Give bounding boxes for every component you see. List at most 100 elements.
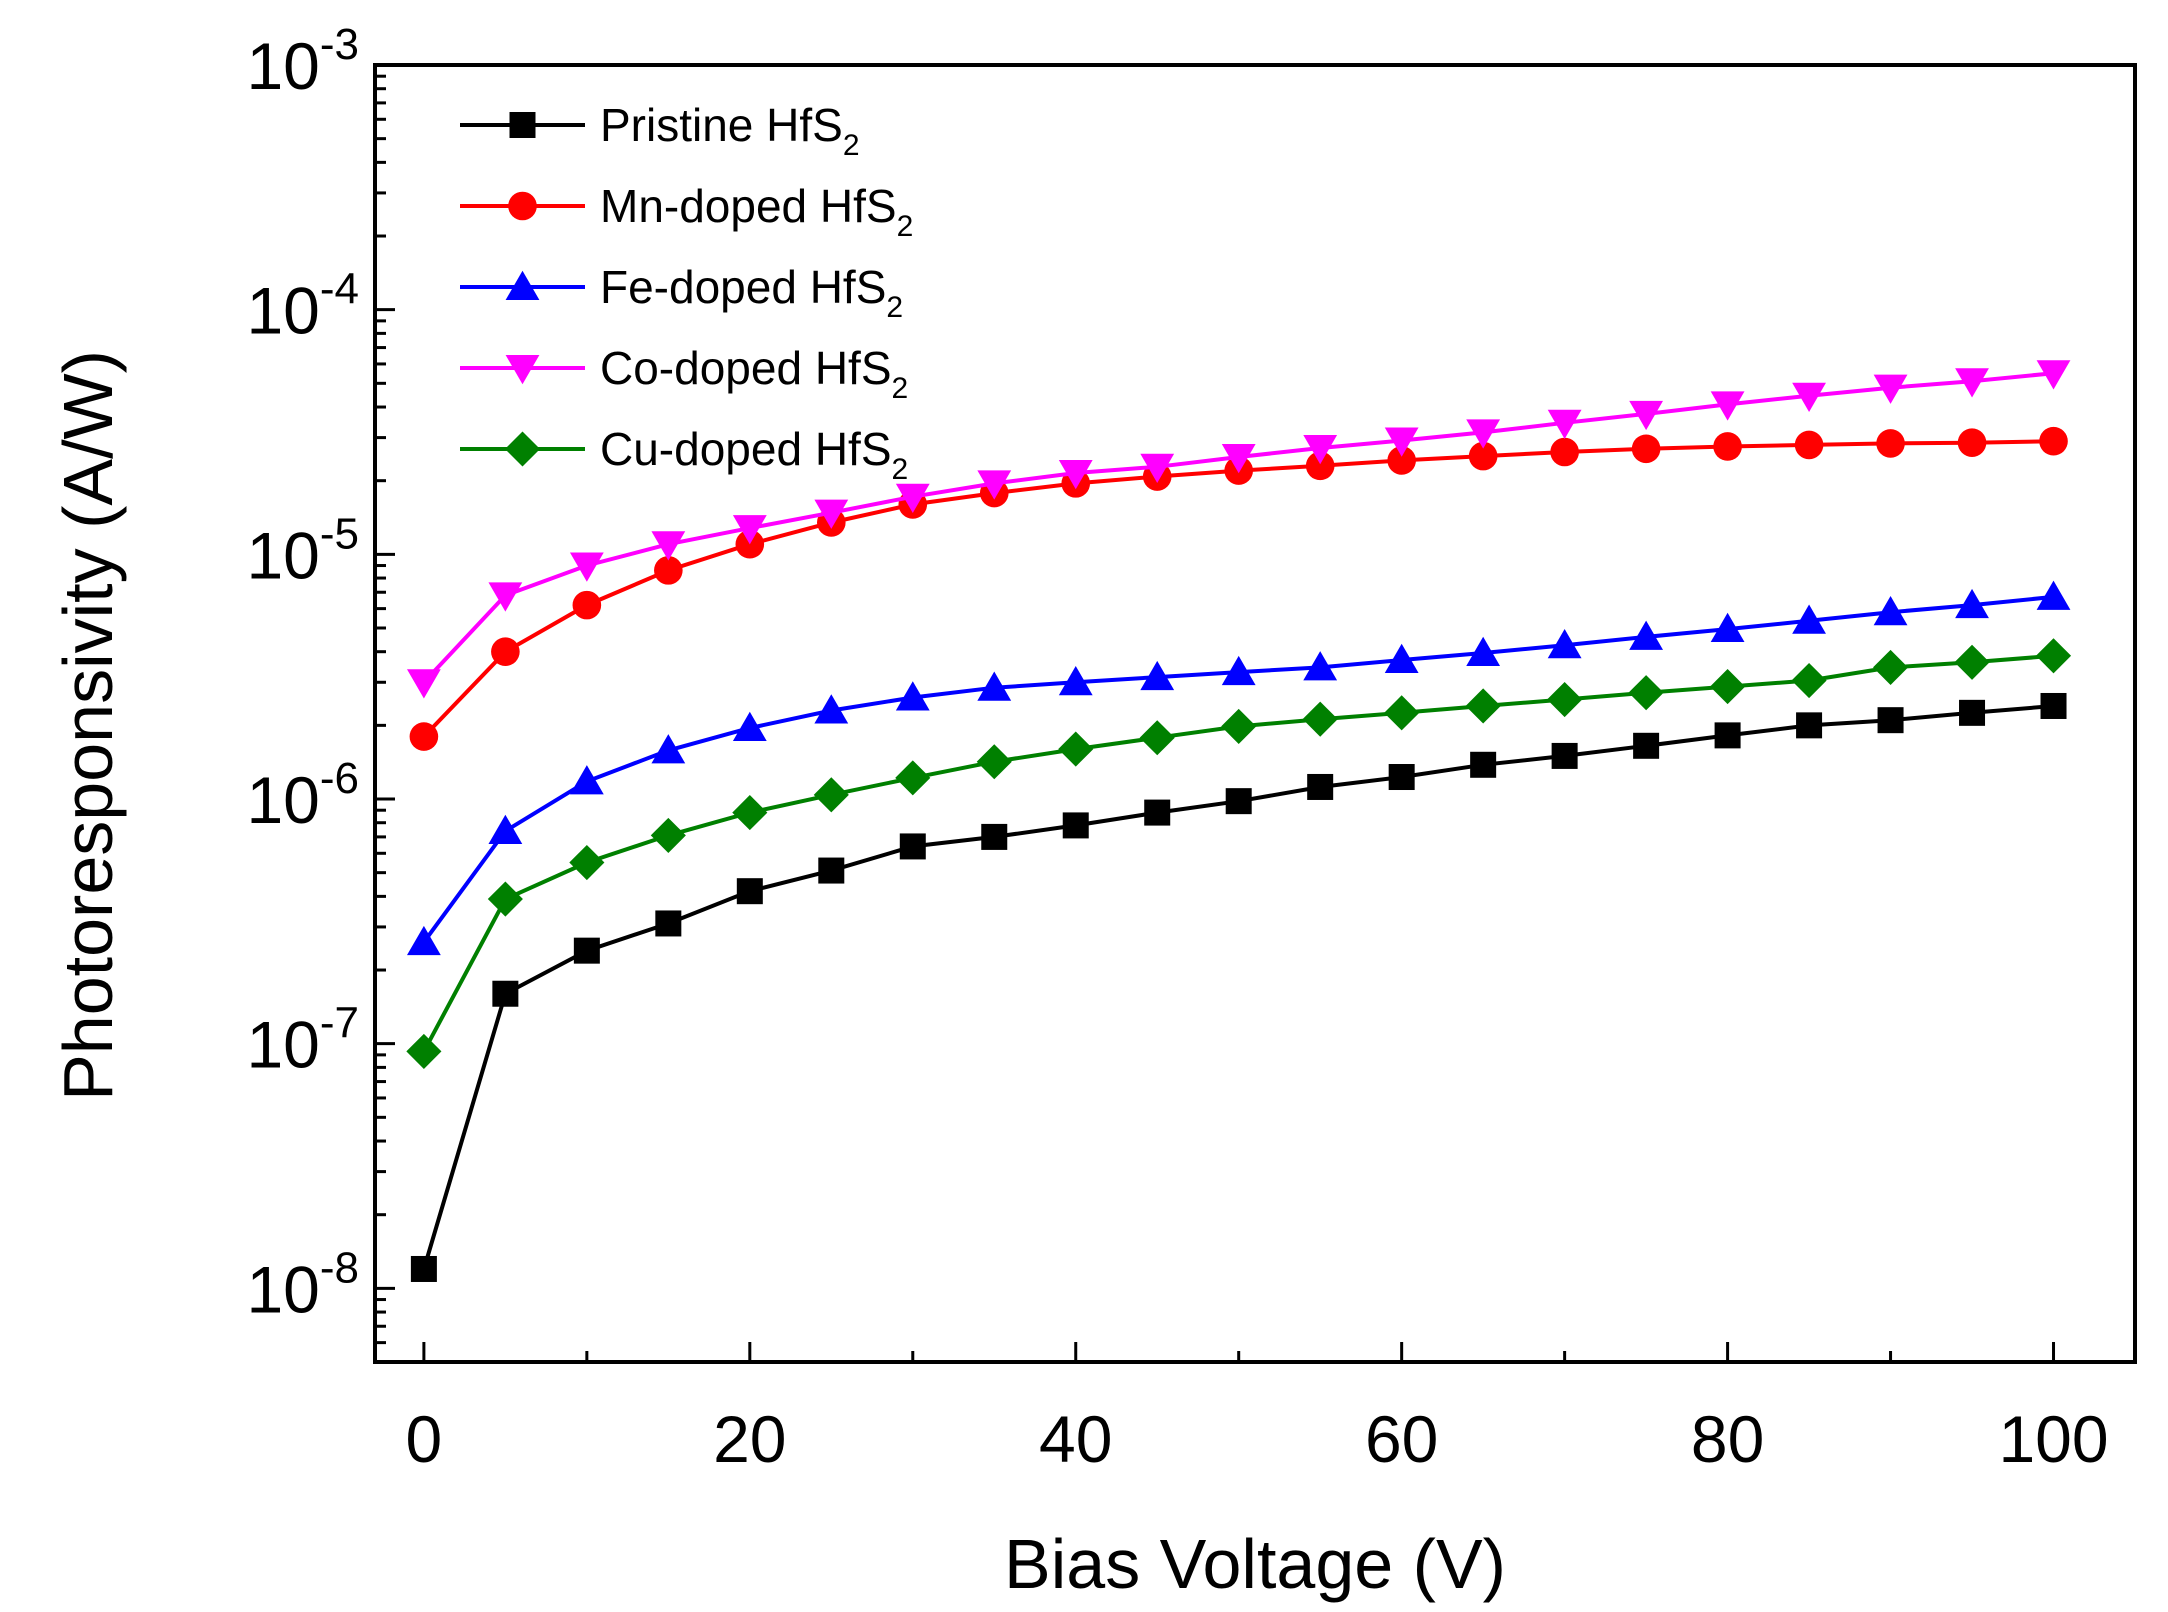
legend-label: Fe-doped HfS2	[600, 261, 903, 324]
data-point	[1629, 620, 1664, 650]
data-point	[1468, 441, 1498, 471]
data-point	[651, 531, 686, 561]
data-point	[1792, 604, 1826, 634]
data-point	[813, 777, 849, 813]
data-point	[488, 814, 523, 845]
data-point	[1466, 419, 1501, 449]
data-point	[814, 499, 849, 529]
data-point	[1873, 374, 1908, 404]
legend-marker	[508, 191, 537, 221]
data-point	[732, 795, 768, 831]
data-point	[406, 925, 441, 956]
data-point	[981, 823, 1008, 850]
data-point	[651, 734, 686, 764]
data-point	[1384, 643, 1419, 673]
data-point	[1551, 742, 1578, 769]
data-point	[1303, 651, 1338, 681]
data-point	[2040, 692, 2067, 719]
data-point	[406, 669, 441, 699]
data-point	[1710, 612, 1745, 643]
data-point	[487, 881, 523, 917]
legend-marker	[505, 355, 540, 385]
data-point	[650, 817, 686, 853]
data-point	[977, 470, 1012, 500]
legend-marker	[504, 431, 541, 467]
x-tick-label: 100	[1998, 1402, 2108, 1476]
series-2	[406, 580, 2071, 956]
data-point	[732, 711, 767, 742]
data-point	[1628, 675, 1664, 711]
data-point	[1547, 629, 1582, 659]
y-tick-label: 10-3	[246, 20, 359, 103]
data-point	[895, 681, 930, 711]
data-point	[569, 844, 605, 881]
x-tick-label: 60	[1365, 1402, 1438, 1476]
data-point	[1058, 666, 1093, 696]
data-point	[2036, 360, 2071, 390]
data-point	[1140, 453, 1175, 484]
data-point	[1139, 720, 1175, 756]
data-point	[2036, 580, 2071, 610]
data-point	[1221, 443, 1256, 474]
data-point	[1058, 460, 1093, 490]
data-point	[1466, 636, 1501, 667]
y-tick-label: 10-6	[246, 754, 359, 837]
data-point	[1794, 430, 1824, 460]
data-point	[1631, 434, 1661, 464]
data-point	[1791, 662, 1827, 699]
legend-label: Co-doped HfS2	[600, 342, 908, 405]
data-point	[1547, 409, 1582, 440]
data-point	[1302, 701, 1338, 737]
data-point	[1796, 712, 1823, 739]
data-point	[899, 833, 926, 860]
data-point	[895, 483, 930, 513]
x-tick-label: 20	[713, 1402, 786, 1476]
data-point	[1873, 595, 1908, 626]
legend: Pristine HfS2 Mn-doped HfS2 Fe-doped HfS2 C…	[460, 99, 913, 486]
data-point	[1225, 788, 1252, 815]
legend-label: Cu-doped HfS2	[600, 423, 908, 486]
data-point	[1710, 391, 1745, 421]
data-point	[1140, 660, 1175, 691]
data-point	[1955, 368, 1989, 398]
data-point	[1957, 428, 1987, 457]
legend-label: Mn-doped HfS2	[600, 180, 913, 243]
data-point	[1307, 773, 1334, 800]
legend-entry: Fe-doped HfS2	[460, 261, 903, 324]
legend-label: Pristine HfS2	[600, 99, 860, 162]
data-point	[1144, 799, 1171, 826]
x-tick-label: 0	[406, 1402, 443, 1476]
data-point	[1550, 437, 1579, 467]
legend-marker	[509, 112, 536, 138]
x-axis-title: Bias Voltage (V)	[1004, 1525, 1506, 1603]
data-point	[569, 765, 604, 795]
data-point	[2039, 426, 2068, 456]
data-point	[410, 1255, 437, 1282]
data-point	[1387, 446, 1416, 475]
legend-entry: Pristine HfS2	[460, 99, 860, 162]
series-4	[406, 638, 2072, 1069]
data-point	[1470, 751, 1497, 778]
data-point	[573, 937, 600, 964]
data-point	[1713, 432, 1742, 461]
legend-entry: Cu-doped HfS2	[460, 423, 908, 486]
tick-labels: 0 20 40 60 80 100 10-8 10-7 10-6 10-5 10-4 10-3	[246, 20, 2108, 1476]
data-point	[895, 760, 931, 796]
data-point	[1303, 435, 1338, 465]
data-point	[572, 590, 602, 620]
data-point	[1388, 764, 1415, 791]
y-tick-label: 10-8	[246, 1243, 359, 1326]
data-point	[1221, 708, 1257, 744]
y-tick-label: 10-4	[246, 265, 359, 348]
data-point	[1714, 722, 1741, 749]
data-point	[1877, 707, 1904, 734]
y-tick-label: 10-5	[246, 509, 359, 592]
data-point	[732, 515, 767, 545]
data-point	[1547, 681, 1583, 718]
data-point	[736, 878, 763, 905]
series-layer	[406, 360, 2072, 1282]
data-point	[492, 980, 519, 1007]
data-point	[1959, 699, 1986, 726]
